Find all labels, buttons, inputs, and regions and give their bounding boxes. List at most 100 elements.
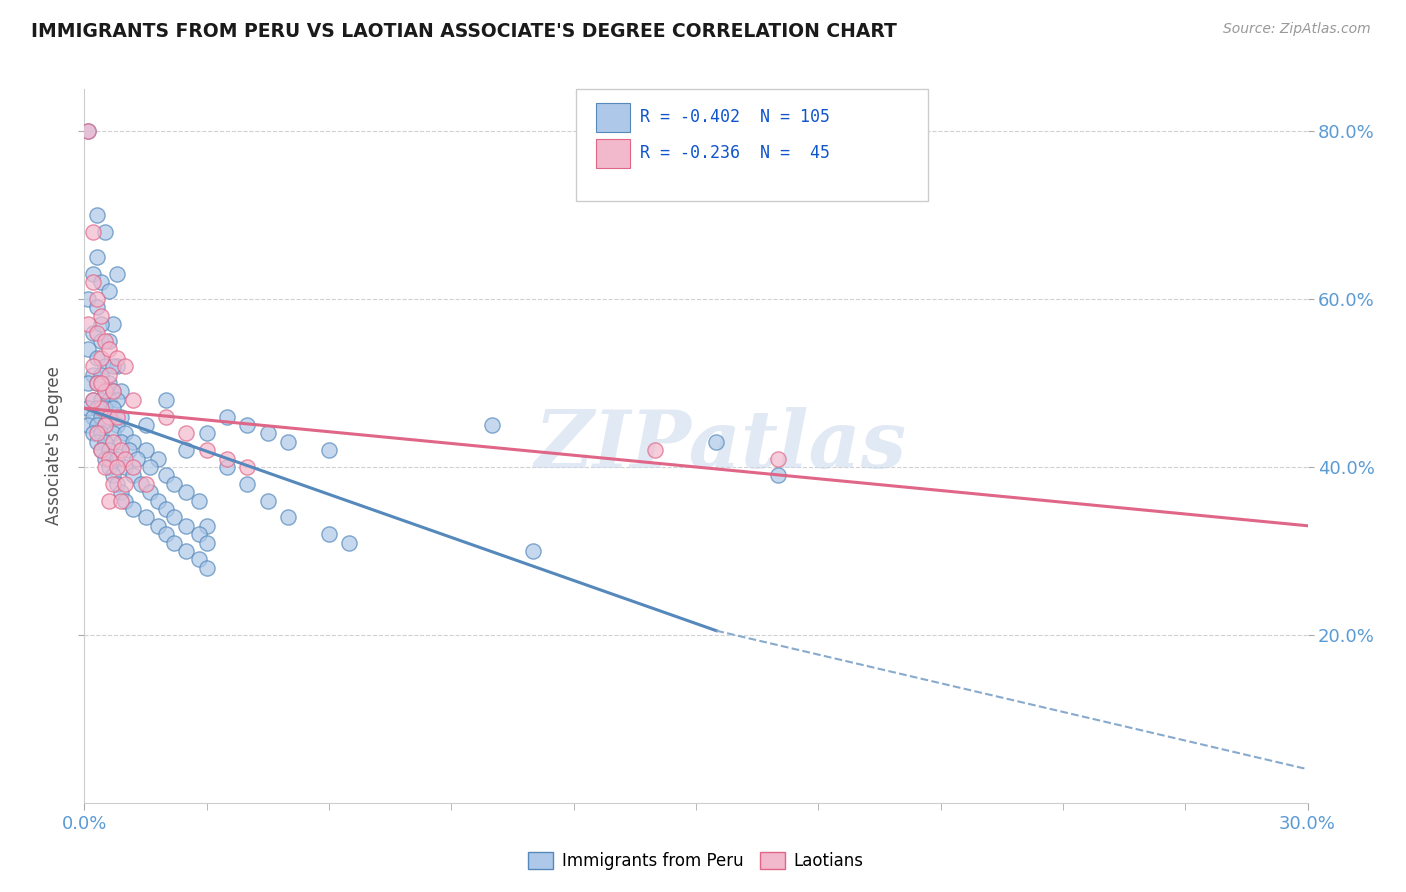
Point bbox=[174, 426, 197, 441]
Point bbox=[90, 309, 112, 323]
Point bbox=[105, 460, 128, 475]
Point bbox=[77, 124, 100, 138]
Point bbox=[138, 460, 160, 475]
Point bbox=[101, 384, 124, 399]
Point bbox=[195, 560, 218, 574]
Point bbox=[174, 544, 197, 558]
Point bbox=[77, 401, 100, 416]
Point bbox=[101, 426, 124, 441]
Point bbox=[644, 443, 666, 458]
Point bbox=[86, 434, 108, 449]
Text: ZIPatlas: ZIPatlas bbox=[534, 408, 907, 484]
Point bbox=[114, 476, 136, 491]
Point bbox=[90, 376, 112, 390]
Point bbox=[82, 409, 104, 424]
Legend: Immigrants from Peru, Laotians: Immigrants from Peru, Laotians bbox=[522, 845, 870, 877]
Point bbox=[277, 434, 299, 449]
Point bbox=[110, 443, 132, 458]
Point bbox=[97, 392, 120, 407]
Point bbox=[138, 485, 160, 500]
Point bbox=[86, 301, 108, 315]
Point bbox=[155, 502, 177, 516]
Point bbox=[766, 451, 789, 466]
Point bbox=[105, 451, 128, 466]
Point bbox=[93, 417, 115, 432]
Point bbox=[86, 417, 108, 432]
Point bbox=[110, 493, 132, 508]
Point bbox=[101, 468, 124, 483]
Point bbox=[174, 443, 197, 458]
Point bbox=[127, 451, 149, 466]
Point bbox=[86, 351, 108, 365]
Text: IMMIGRANTS FROM PERU VS LAOTIAN ASSOCIATE'S DEGREE CORRELATION CHART: IMMIGRANTS FROM PERU VS LAOTIAN ASSOCIAT… bbox=[31, 22, 897, 41]
Point bbox=[155, 409, 177, 424]
Point bbox=[339, 535, 361, 549]
Point bbox=[77, 124, 100, 138]
Point bbox=[105, 267, 128, 281]
Point bbox=[146, 518, 169, 533]
Point bbox=[155, 468, 177, 483]
Point bbox=[114, 359, 136, 374]
Point bbox=[163, 476, 186, 491]
Text: R = -0.402  N = 105: R = -0.402 N = 105 bbox=[640, 108, 830, 126]
Point bbox=[174, 485, 197, 500]
Point bbox=[90, 351, 112, 365]
Point bbox=[97, 334, 120, 348]
Point bbox=[93, 384, 115, 399]
Point bbox=[110, 409, 132, 424]
Point bbox=[77, 417, 100, 432]
Point bbox=[236, 460, 259, 475]
Point bbox=[257, 426, 280, 441]
Point bbox=[105, 476, 128, 491]
Point bbox=[82, 392, 104, 407]
Point bbox=[97, 343, 120, 357]
Point bbox=[93, 359, 115, 374]
Point bbox=[481, 417, 503, 432]
Point bbox=[122, 392, 145, 407]
Point bbox=[101, 384, 124, 399]
Point bbox=[93, 401, 115, 416]
Point bbox=[82, 275, 104, 289]
Point bbox=[82, 426, 104, 441]
Point bbox=[97, 451, 120, 466]
Point bbox=[110, 485, 132, 500]
Point bbox=[195, 535, 218, 549]
Point bbox=[110, 384, 132, 399]
Point bbox=[97, 409, 120, 424]
Point bbox=[77, 292, 100, 306]
Point bbox=[90, 443, 112, 458]
Point bbox=[131, 476, 153, 491]
Point bbox=[187, 552, 209, 566]
Point bbox=[135, 443, 157, 458]
Point bbox=[93, 384, 115, 399]
Point bbox=[122, 502, 145, 516]
Point bbox=[187, 493, 209, 508]
Point bbox=[86, 426, 108, 441]
Point bbox=[114, 460, 136, 475]
Point bbox=[86, 326, 108, 340]
Point bbox=[90, 368, 112, 382]
Point bbox=[93, 434, 115, 449]
Point bbox=[135, 510, 157, 524]
Point bbox=[766, 468, 789, 483]
Point bbox=[93, 225, 115, 239]
Point bbox=[97, 460, 120, 475]
Point bbox=[93, 460, 115, 475]
Point bbox=[97, 368, 120, 382]
Point bbox=[93, 417, 115, 432]
Point bbox=[82, 368, 104, 382]
Point bbox=[82, 225, 104, 239]
Point bbox=[706, 434, 728, 449]
Point bbox=[90, 443, 112, 458]
Point bbox=[163, 535, 186, 549]
Point bbox=[90, 334, 112, 348]
Point bbox=[114, 426, 136, 441]
Point bbox=[101, 318, 124, 332]
Point bbox=[174, 518, 197, 533]
Point bbox=[105, 409, 128, 424]
Point bbox=[105, 359, 128, 374]
Point bbox=[122, 468, 145, 483]
Point bbox=[118, 443, 141, 458]
Point bbox=[97, 493, 120, 508]
Point bbox=[86, 292, 108, 306]
